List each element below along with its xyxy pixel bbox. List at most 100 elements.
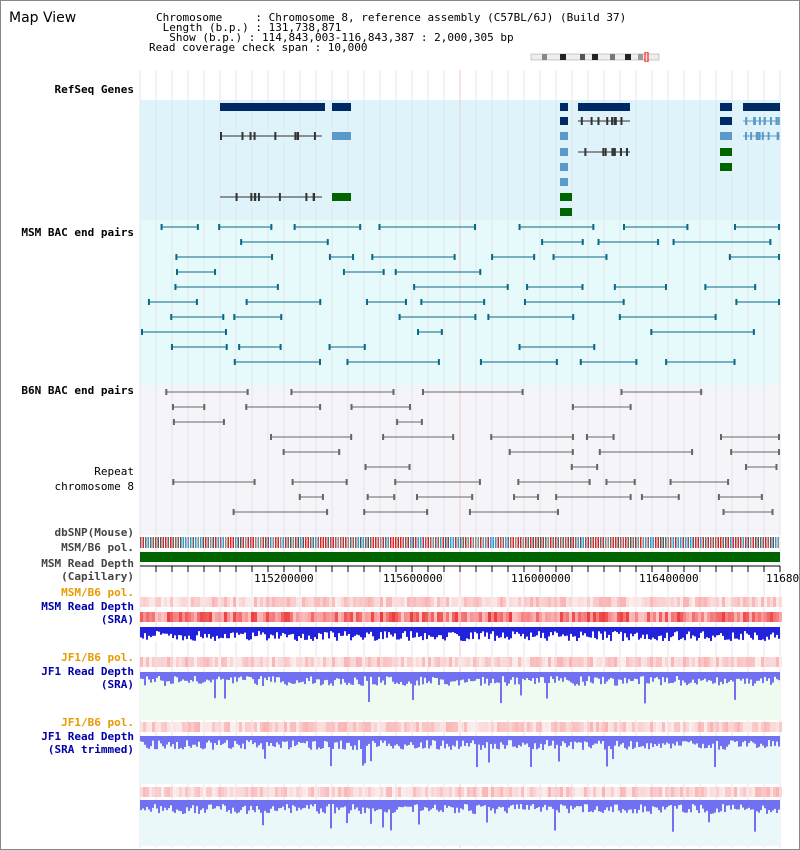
depth-bar <box>664 627 666 639</box>
depth-bar <box>682 672 684 681</box>
jf1-trimmed-depth-label[interactable]: JF1 Read Depth <box>41 730 134 743</box>
heat-cell <box>677 787 680 797</box>
heat-cell <box>752 612 755 622</box>
heat-cell <box>665 722 668 732</box>
depth-bar <box>250 736 252 741</box>
gene-exon <box>614 117 617 125</box>
depth-bar <box>752 672 754 686</box>
depth-bar <box>206 736 208 743</box>
msm-b6-pol-label[interactable]: MSM/B6 pol. <box>61 541 134 554</box>
depth-bar <box>640 736 642 747</box>
depth-bar <box>720 800 722 812</box>
heat-cell <box>473 597 476 607</box>
heat-cell <box>770 612 773 622</box>
heat-cell <box>731 612 734 622</box>
depth-bar <box>676 672 678 677</box>
repeat-mark <box>707 537 709 548</box>
depth-bar <box>224 800 226 806</box>
heat-cell <box>392 612 395 622</box>
repeat-mark <box>737 537 739 548</box>
heat-cell <box>176 787 179 797</box>
heat-cell <box>686 722 689 732</box>
jf1-b6-pol-label[interactable]: JF1/B6 pol. <box>61 651 134 664</box>
jf1-depth-label[interactable]: JF1 Read Depth <box>41 665 134 678</box>
bac-end <box>474 224 477 230</box>
msm-bac-track-label[interactable]: MSM BAC end pairs <box>21 226 134 239</box>
heat-cell <box>416 787 419 797</box>
heat-cell <box>329 657 332 667</box>
depth-bar <box>676 800 678 809</box>
show-range-info: Show (b.p.) : 114,843,003-116,843,387 : … <box>156 31 514 44</box>
depth-bar <box>170 627 172 634</box>
chromosome-ideogram[interactable] <box>530 52 660 62</box>
depth-bar <box>322 672 324 685</box>
refseq-track-label[interactable]: RefSeq Genes <box>54 83 134 96</box>
heat-cell <box>632 597 635 607</box>
bac-end <box>478 479 481 485</box>
heat-cell <box>593 722 596 732</box>
depth-bar <box>368 627 370 634</box>
repeat-mark <box>272 537 274 548</box>
depth-bar <box>266 627 268 641</box>
heat-cell <box>344 722 347 732</box>
b6n-bac-track-label[interactable]: B6N BAC end pairs <box>21 384 134 397</box>
depth-bar <box>264 736 266 759</box>
heat-cell <box>311 657 314 667</box>
depth-bar <box>660 736 662 748</box>
heat-cell <box>518 722 521 732</box>
depth-bar <box>630 627 632 634</box>
depth-bar <box>548 800 550 807</box>
depth-bar <box>758 672 760 681</box>
heat-cell <box>362 787 365 797</box>
bac-end <box>170 344 173 350</box>
bac-end <box>555 494 558 500</box>
gene-exon <box>560 208 572 216</box>
tracks-canvas[interactable] <box>0 70 800 850</box>
repeat-mark <box>387 537 389 548</box>
heat-cell <box>209 597 212 607</box>
heat-cell <box>518 787 521 797</box>
depth-bar <box>612 800 614 813</box>
heat-cell <box>629 612 632 622</box>
heat-cell <box>158 722 161 732</box>
depth-bar <box>396 627 398 640</box>
heat-cell <box>599 722 602 732</box>
repeat-mark <box>437 537 439 548</box>
heat-cell <box>338 787 341 797</box>
heat-cell <box>368 597 371 607</box>
depth-bar <box>620 672 622 680</box>
jf1-b6-pol-trimmed-label[interactable]: JF1/B6 pol. <box>61 716 134 729</box>
dbsnp-label[interactable]: dbSNP(Mouse) <box>54 526 134 539</box>
msm-depth-capillary-label[interactable]: MSM Read Depth <box>41 557 134 570</box>
depth-bar <box>364 672 366 677</box>
heat-cell <box>401 787 404 797</box>
heat-cell <box>584 612 587 622</box>
depth-bar <box>352 736 354 750</box>
depth-bar <box>716 627 718 636</box>
depth-bar <box>604 627 606 632</box>
bac-end <box>238 344 241 350</box>
depth-bar <box>378 672 380 677</box>
bac-end <box>225 344 228 350</box>
heat-cell <box>683 597 686 607</box>
repeat-mark <box>295 537 297 548</box>
depth-bar <box>216 800 218 807</box>
heat-cell <box>479 597 482 607</box>
depth-bar <box>506 736 508 746</box>
depth-bar <box>700 736 702 749</box>
repeat-mark <box>385 537 387 548</box>
heat-cell <box>674 612 677 622</box>
heat-cell <box>467 722 470 732</box>
gene-exon <box>312 193 315 201</box>
depth-bar <box>714 627 716 638</box>
gene-exon <box>767 132 770 140</box>
msm-depth-sra-label[interactable]: MSM Read Depth <box>41 600 134 613</box>
heat-cell <box>377 722 380 732</box>
depth-bar <box>496 627 498 636</box>
heat-cell <box>302 722 305 732</box>
bac-end <box>597 239 600 245</box>
heat-cell <box>560 722 563 732</box>
repeat-mark <box>282 537 284 548</box>
heat-cell <box>275 597 278 607</box>
msm-b6-pol-sra-label[interactable]: MSM/B6 pol. <box>61 586 134 599</box>
